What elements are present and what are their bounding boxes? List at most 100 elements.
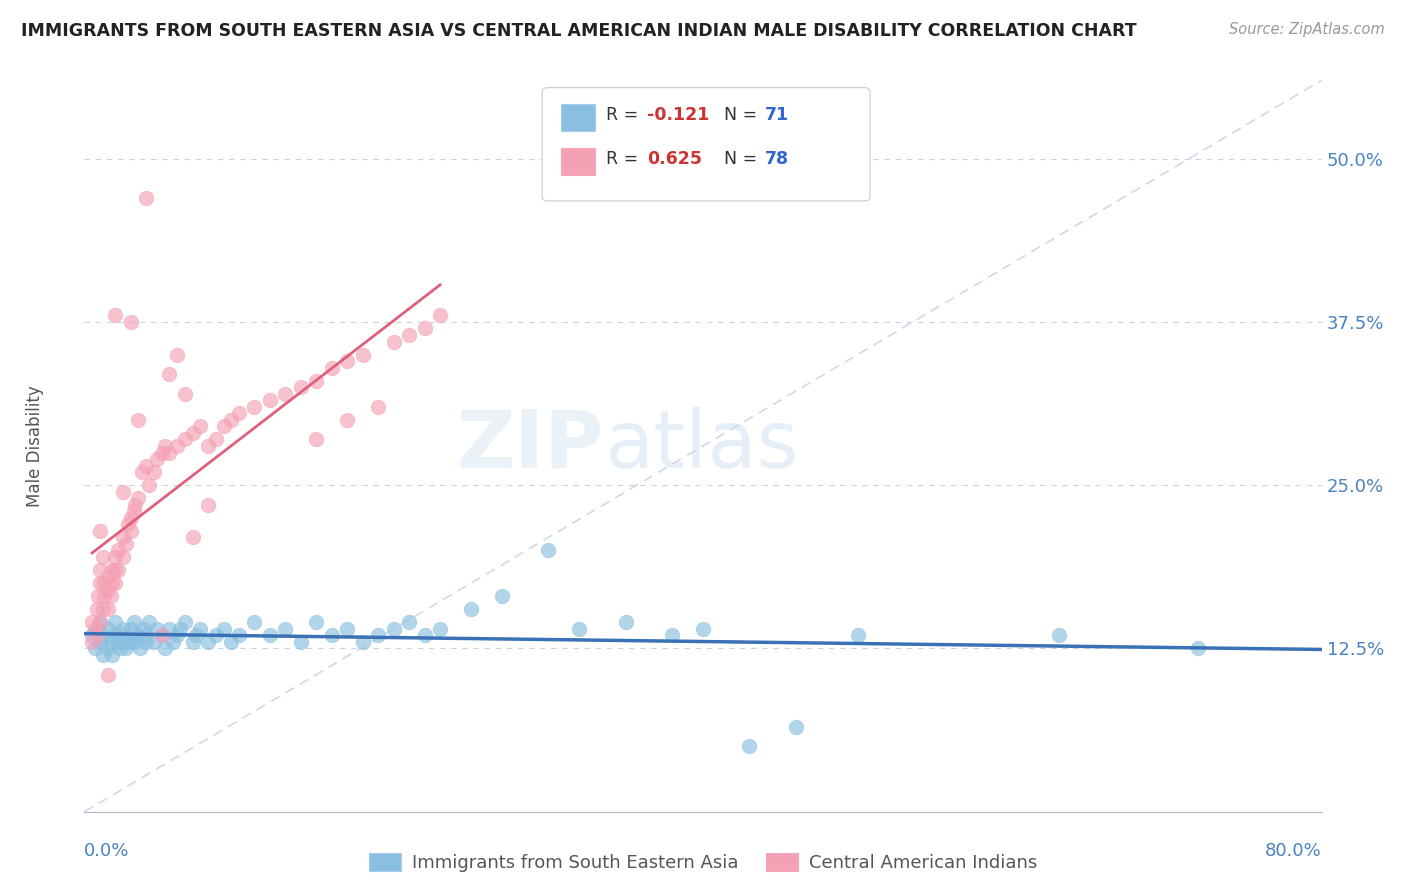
Point	[336, 354, 359, 368]
Point	[188, 419, 211, 434]
Point	[127, 491, 149, 506]
Point	[146, 452, 169, 467]
Point	[104, 309, 127, 323]
Point	[162, 635, 184, 649]
Point	[89, 524, 111, 538]
Point	[321, 360, 343, 375]
Point	[112, 549, 135, 564]
Point	[188, 622, 211, 636]
Point	[120, 511, 142, 525]
Text: 71: 71	[765, 106, 789, 124]
Point	[153, 641, 176, 656]
Point	[138, 478, 160, 492]
Point	[117, 635, 139, 649]
Point	[135, 191, 157, 205]
Text: Source: ZipAtlas.com: Source: ZipAtlas.com	[1229, 22, 1385, 37]
Point	[124, 498, 146, 512]
Point	[138, 615, 160, 630]
Point	[243, 615, 266, 630]
Point	[352, 348, 374, 362]
Point	[86, 602, 108, 616]
Point	[212, 419, 235, 434]
Point	[568, 622, 591, 636]
Point	[321, 628, 343, 642]
Point	[150, 628, 173, 642]
Point	[169, 622, 191, 636]
Point	[205, 628, 228, 642]
Point	[228, 628, 250, 642]
Point	[112, 530, 135, 544]
Point	[104, 576, 127, 591]
Point	[100, 635, 122, 649]
Point	[89, 576, 111, 591]
Text: N =: N =	[713, 106, 762, 124]
Point	[305, 615, 328, 630]
Point	[197, 439, 219, 453]
Point	[93, 589, 115, 603]
Point	[150, 628, 173, 642]
Text: 80.0%: 80.0%	[1265, 842, 1322, 860]
Point	[228, 406, 250, 420]
Point	[181, 635, 204, 649]
Point	[129, 641, 152, 656]
Point	[122, 504, 145, 518]
Point	[115, 641, 138, 656]
Point	[107, 543, 129, 558]
Point	[124, 635, 146, 649]
Point	[219, 413, 242, 427]
Point	[1187, 641, 1209, 656]
Point	[86, 628, 108, 642]
Point	[146, 622, 169, 636]
Point	[259, 393, 281, 408]
Text: Male Disability: Male Disability	[25, 385, 44, 507]
Text: atlas: atlas	[605, 407, 799, 485]
Point	[131, 465, 153, 479]
Point	[382, 622, 405, 636]
Text: N =: N =	[713, 150, 762, 169]
Point	[398, 328, 420, 343]
Point	[91, 648, 114, 662]
Point	[382, 334, 405, 349]
Point	[127, 413, 149, 427]
Point	[336, 622, 359, 636]
Point	[537, 543, 560, 558]
Point	[174, 433, 197, 447]
Point	[219, 635, 242, 649]
Point	[82, 635, 104, 649]
Text: 0.625: 0.625	[647, 150, 703, 169]
Text: IMMIGRANTS FROM SOUTH EASTERN ASIA VS CENTRAL AMERICAN INDIAN MALE DISABILITY CO: IMMIGRANTS FROM SOUTH EASTERN ASIA VS CE…	[21, 22, 1136, 40]
Point	[84, 641, 107, 656]
Point	[96, 602, 118, 616]
Point	[86, 622, 108, 636]
Point	[305, 374, 328, 388]
Point	[104, 549, 127, 564]
Point	[413, 628, 436, 642]
Point	[181, 530, 204, 544]
FancyBboxPatch shape	[561, 147, 595, 176]
Point	[274, 386, 297, 401]
Text: R =: R =	[606, 150, 644, 169]
Point	[614, 615, 637, 630]
Point	[93, 628, 115, 642]
Point	[115, 537, 138, 551]
Point	[367, 400, 389, 414]
Point	[96, 667, 118, 681]
Point	[89, 563, 111, 577]
Point	[491, 589, 513, 603]
Point	[89, 615, 111, 630]
Point	[120, 524, 142, 538]
Point	[93, 576, 115, 591]
Point	[91, 602, 114, 616]
Point	[184, 628, 207, 642]
Point	[274, 622, 297, 636]
Point	[101, 648, 124, 662]
Point	[91, 549, 114, 564]
Point	[305, 433, 328, 447]
Point	[120, 622, 142, 636]
Point	[153, 439, 176, 453]
Point	[87, 589, 110, 603]
Point	[197, 498, 219, 512]
Point	[96, 641, 118, 656]
Point	[101, 576, 124, 591]
Point	[429, 309, 451, 323]
